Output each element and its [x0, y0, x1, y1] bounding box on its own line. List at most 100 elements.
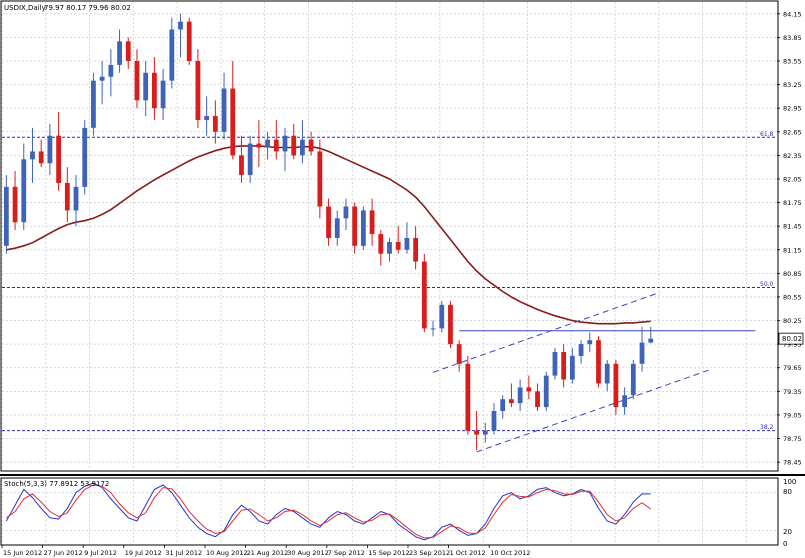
- candle-body: [334, 218, 340, 238]
- price-tick-label: 82.95: [783, 105, 802, 113]
- date-axis: 15 Jun 2012 27 Jun 2012 9 Jul 2012 19 Jul 2…: [1, 545, 530, 557]
- stoch-level-100: 100: [783, 478, 796, 486]
- price-tick-label: 79.35: [783, 388, 802, 396]
- candle-body: [517, 387, 523, 404]
- date-tick-label: 9 Jul 2012: [84, 549, 117, 557]
- candle-body: [3, 186, 9, 246]
- stochastic-grid: [1, 480, 777, 543]
- price-tick-label: 81.15: [783, 246, 802, 254]
- price-tick-label: 83.85: [783, 34, 802, 42]
- stoch-level-80: 80: [783, 488, 792, 496]
- candle-body: [64, 182, 70, 211]
- candle-body: [543, 375, 549, 408]
- candle-body: [108, 64, 114, 77]
- candle-body: [404, 237, 410, 250]
- date-tick-label: 7 Sep 2012: [328, 549, 365, 557]
- candle-body: [300, 139, 305, 156]
- date-tick-label: 30 Aug 2012: [287, 549, 329, 557]
- candle-body: [273, 139, 279, 152]
- price-tick-label: 78.45: [783, 459, 802, 467]
- price-axis: 84.15 83.85 83.55 83.25 82.95 82.65 82.35 82.05…: [777, 10, 802, 467]
- candle-body: [387, 241, 392, 254]
- candle-body: [352, 206, 358, 246]
- price-tick-label: 78.75: [783, 435, 802, 443]
- price-tick-label: 80.25: [783, 317, 802, 325]
- candle-body: [178, 21, 183, 30]
- main-price-grid: [1, 2, 777, 470]
- moving-average-line: [6, 145, 651, 325]
- candle-body: [648, 338, 654, 343]
- candle-body: [421, 261, 427, 329]
- candle-body: [369, 210, 375, 235]
- date-tick-label: 15 Jun 2012: [3, 549, 42, 557]
- fib-level-label: 50.0: [760, 281, 774, 288]
- candle-body: [430, 328, 436, 330]
- candle-body: [117, 41, 122, 65]
- candle-body: [21, 159, 27, 223]
- candle-body: [413, 237, 419, 262]
- candle-body: [456, 344, 462, 364]
- stochastic-label: Stoch(5,3,3) 77.8912 53.9172: [4, 480, 109, 488]
- stoch-d-line: [6, 484, 651, 539]
- stochastic-series: [5, 482, 651, 541]
- candle-body: [465, 363, 471, 431]
- candle-body: [247, 143, 253, 176]
- price-tick-label: 79.65: [783, 364, 802, 372]
- fib-level-label: 38.2: [760, 424, 774, 431]
- stochastic-axis: 100 80 20 0: [783, 478, 796, 548]
- stochastic-frame: [0, 477, 779, 546]
- candle-body: [230, 88, 236, 156]
- date-tick-label: 10 Aug 2012: [206, 549, 248, 557]
- candle-body: [186, 21, 192, 61]
- candle-body: [343, 206, 349, 219]
- candle-body: [239, 155, 244, 176]
- candle-body: [578, 344, 584, 356]
- candle-body: [500, 399, 506, 412]
- candle-body: [195, 60, 201, 120]
- candle-body: [639, 342, 645, 364]
- date-tick-label: 23 Sep 2012: [409, 549, 450, 557]
- candle-body: [317, 151, 323, 207]
- candle-body: [265, 139, 270, 148]
- candle-body: [212, 116, 218, 132]
- candle-body: [38, 151, 44, 164]
- candle-body: [282, 135, 288, 152]
- candle-body: [630, 363, 636, 396]
- candle-body: [491, 411, 497, 431]
- candle-body: [151, 72, 157, 109]
- candle-body: [160, 80, 166, 109]
- stoch-k-line: [5, 482, 651, 541]
- candle-body: [596, 340, 601, 384]
- price-tick-label: 80.55: [783, 293, 802, 301]
- channel-lower: [476, 368, 713, 453]
- price-tick-label: 79.05: [783, 411, 802, 419]
- candle-body: [604, 363, 610, 384]
- price-tick-label: 80.85: [783, 270, 802, 278]
- price-tick-label: 82.35: [783, 152, 802, 160]
- candle-body: [91, 80, 96, 128]
- date-tick-label: 31 Jul 2012: [165, 549, 202, 557]
- candle-body: [360, 210, 366, 246]
- candle-body: [561, 352, 567, 380]
- candle-body: [125, 41, 131, 61]
- ohlc-label: 79.97 80.17 79.96 80.02: [44, 4, 131, 12]
- candle-body: [378, 234, 384, 254]
- candle-body: [552, 352, 558, 376]
- candle-body: [482, 430, 488, 435]
- last-price-value: 80.02: [782, 335, 802, 343]
- date-tick-label: 1 Oct 2012: [450, 549, 486, 557]
- date-tick-label: 15 Sep 2012: [368, 549, 409, 557]
- stoch-level-0: 0: [783, 540, 787, 548]
- candle-body: [569, 355, 575, 380]
- candle-body: [134, 60, 140, 101]
- price-tick-label: 82.65: [783, 128, 802, 136]
- candle-body: [221, 88, 227, 132]
- date-tick-label: 27 Jun 2012: [44, 549, 83, 557]
- price-tick-label: 82.05: [783, 175, 802, 183]
- channel-upper: [432, 291, 660, 373]
- candle-body: [474, 430, 479, 435]
- candle-body: [509, 399, 514, 404]
- candle-body: [326, 206, 331, 238]
